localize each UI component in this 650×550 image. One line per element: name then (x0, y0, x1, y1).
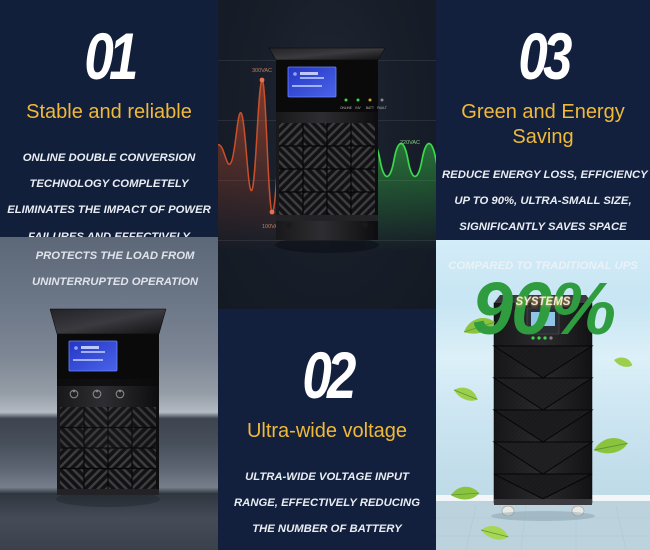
svg-text:ONLINE: ONLINE (340, 106, 352, 110)
svg-text:FAULT: FAULT (377, 106, 387, 110)
svg-text:INV: INV (355, 106, 361, 110)
svg-text:BATT: BATT (366, 106, 374, 110)
